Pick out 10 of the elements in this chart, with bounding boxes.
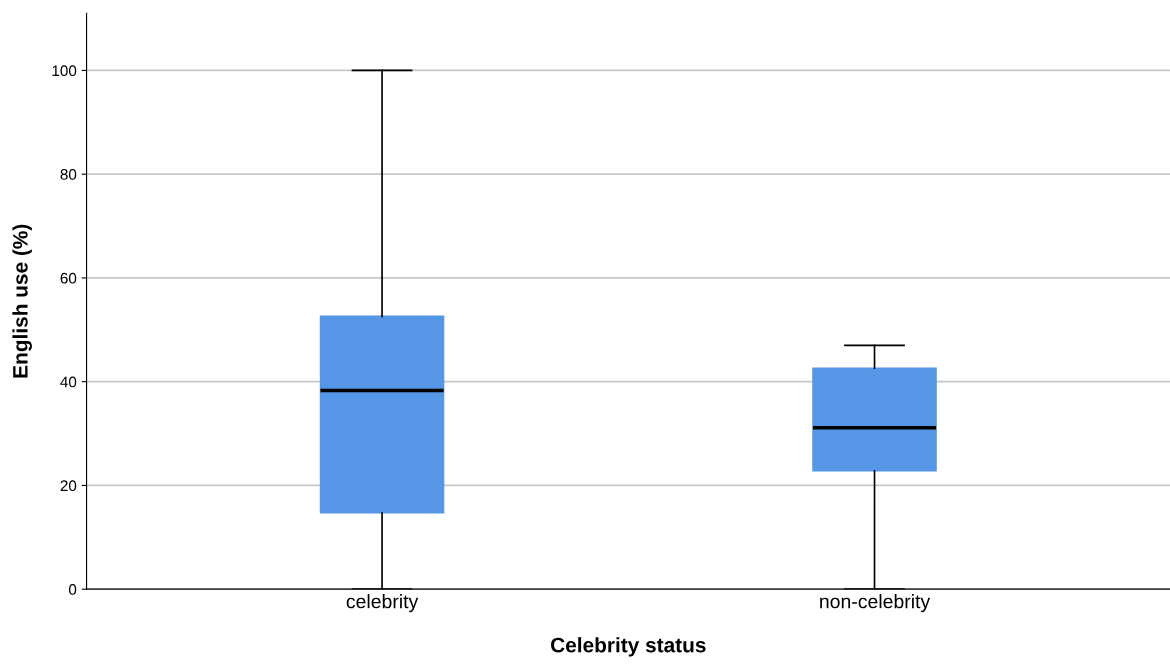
y-tick-label: 40	[60, 376, 77, 388]
x-tick-label: non-celebrity	[820, 594, 931, 613]
y-tick-label: 20	[60, 480, 77, 492]
y-tick-label: 80	[60, 169, 77, 180]
y-tick-label: 100	[52, 65, 77, 77]
y-axis-title: English use (%)	[12, 224, 32, 378]
y-tick-label: 60	[60, 272, 77, 284]
x-axis-title: Celebrity status	[551, 637, 706, 657]
x-tick-label: celebrity	[346, 594, 419, 613]
y-tick-label: 0	[68, 584, 77, 595]
